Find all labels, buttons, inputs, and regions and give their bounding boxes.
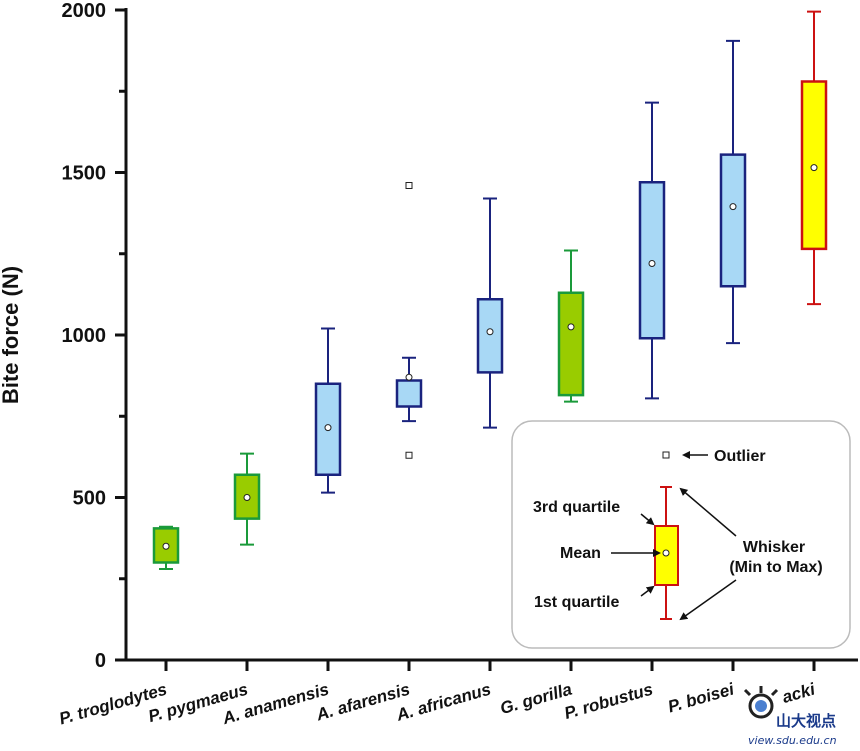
- legend-whisker-sublabel: (Min to Max): [729, 559, 822, 576]
- watermark-url: view.sdu.edu.cn: [748, 734, 837, 747]
- mean-marker: [405, 373, 413, 381]
- legend-q1-arrow: [640, 585, 655, 597]
- x-tick-label: P. robustus: [562, 680, 655, 723]
- mean-marker: [243, 494, 251, 501]
- x-tick-label: P. boisei: [666, 679, 738, 716]
- box-body: [719, 153, 747, 288]
- box-3: [314, 327, 342, 494]
- box-7: [638, 101, 666, 400]
- box-body: [557, 291, 585, 397]
- box-series: [152, 10, 828, 570]
- legend-whisker-arrow-down: [679, 579, 737, 621]
- mean-marker: [324, 424, 332, 432]
- legend-whisker-label: Whisker: [743, 539, 805, 556]
- mean-marker: [648, 260, 656, 267]
- legend-q3-label: 3rd quartile: [533, 499, 620, 516]
- legend-frame: [511, 420, 851, 649]
- y-tick-label: 500: [73, 488, 106, 510]
- watermark-brand: 山大视点: [776, 712, 836, 730]
- outlier-marker: [405, 182, 413, 189]
- box-4: [395, 182, 423, 459]
- legend-mean-label: Mean: [560, 545, 601, 562]
- legend-outlier-label: Outlier: [714, 448, 766, 465]
- legend-whisker-arrow-up: [679, 487, 737, 537]
- y-tick-label: 1500: [62, 163, 107, 185]
- box-6: [557, 249, 585, 403]
- box-9: [800, 10, 828, 306]
- x-tick-label: acki: [780, 679, 818, 707]
- mean-marker: [567, 323, 575, 331]
- axes: 0 500 1000 1500 2000: [62, 0, 858, 672]
- box-2: [233, 452, 261, 546]
- box-body: [476, 298, 504, 374]
- box-5: [476, 197, 504, 429]
- watermark-logo-icon: [743, 686, 779, 719]
- mean-marker: [486, 328, 494, 336]
- box-1: [152, 525, 180, 570]
- mean-marker: [810, 164, 818, 172]
- legend-q3-arrow: [640, 513, 655, 526]
- y-tick-label: 2000: [62, 0, 107, 22]
- legend-mean-marker: [662, 549, 670, 557]
- watermark: 山大视点 view.sdu.edu.cn: [743, 686, 837, 747]
- mean-marker: [729, 203, 737, 211]
- box-body: [395, 379, 423, 408]
- legend-panel: Outlier 3rd quartile Mean 1st quartile W…: [511, 420, 851, 649]
- y-tick-label: 1000: [62, 325, 107, 347]
- y-axis-label: Bite force (N): [0, 266, 23, 404]
- y-tick-label: 0: [95, 650, 106, 672]
- mean-marker: [162, 542, 170, 550]
- x-tick-label: G. gorilla: [498, 680, 574, 719]
- legend-q1-label: 1st quartile: [534, 594, 619, 611]
- box-8: [719, 39, 747, 345]
- legend-outlier-marker: [662, 451, 670, 459]
- outlier-marker: [405, 451, 413, 459]
- box-body: [314, 382, 342, 476]
